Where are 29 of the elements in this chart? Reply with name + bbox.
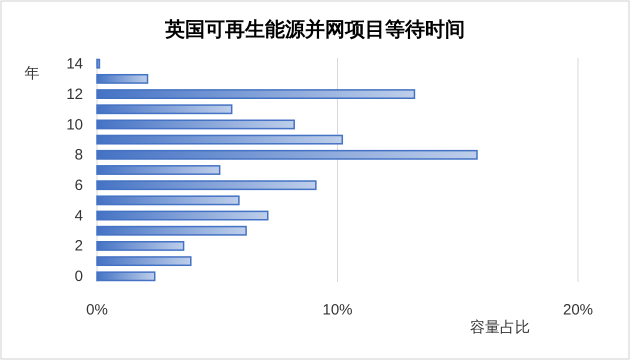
x-axis-title: 容量占比 — [470, 318, 530, 336]
chart-title: 英国可再生能源并网项目等待时间 — [164, 17, 465, 41]
bar — [96, 226, 247, 236]
y-tick-label: 8 — [74, 146, 83, 164]
y-axis-title: 年 — [24, 64, 40, 82]
x-tick-label: 20% — [562, 302, 594, 319]
y-tick-label: 0 — [74, 268, 83, 286]
bar — [96, 89, 416, 99]
bar — [96, 120, 295, 130]
bar — [96, 271, 156, 282]
y-tick-label: 12 — [66, 86, 83, 103]
y-tick-label: 4 — [74, 207, 83, 224]
y-tick-label: 14 — [66, 55, 83, 72]
y-tick-label: 2 — [74, 238, 83, 255]
bar — [96, 104, 232, 114]
bar — [96, 210, 269, 220]
x-tick-label: 0% — [86, 302, 108, 319]
bar — [96, 241, 184, 251]
bar — [96, 256, 192, 266]
bar — [96, 58, 100, 69]
y-tick-label: 10 — [66, 116, 83, 134]
bar — [96, 180, 317, 190]
bar — [96, 150, 478, 160]
y-tick-label: 6 — [74, 176, 83, 194]
bar — [96, 134, 344, 145]
bar — [96, 165, 220, 175]
x-tick-label: 10% — [322, 302, 353, 319]
bar — [96, 74, 148, 84]
bar — [96, 195, 240, 206]
